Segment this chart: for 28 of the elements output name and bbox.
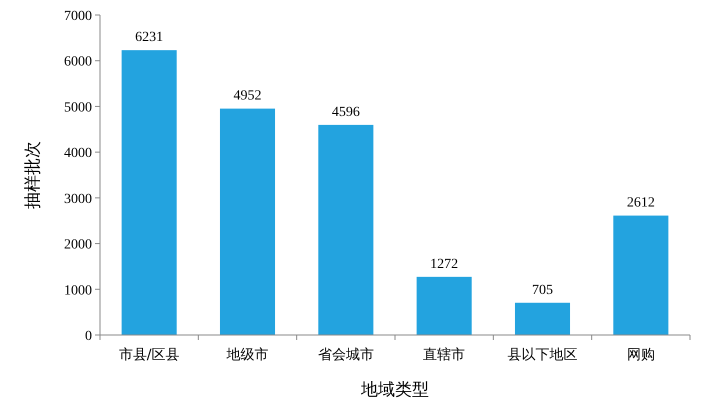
x-tick-label: 省会城市 (318, 347, 374, 363)
data-label: 1272 (430, 256, 458, 272)
bar (613, 216, 668, 335)
x-tick-label: 县以下地区 (508, 347, 578, 363)
data-label: 6231 (135, 30, 164, 46)
x-tick-label: 网购 (626, 347, 655, 363)
y-tick-label: 6000 (64, 54, 92, 70)
bar (514, 302, 570, 335)
y-tick-label: 1000 (64, 283, 92, 298)
y-tick-label: 3000 (64, 192, 92, 207)
x-tick-label: 直辖市 (423, 347, 466, 363)
y-tick-label: 4000 (64, 146, 92, 162)
bar (122, 50, 177, 335)
bar (220, 108, 276, 335)
y-tick-label: 0 (85, 329, 92, 344)
data-label: 705 (532, 282, 553, 298)
y-axis-title: 抽样批次 (23, 141, 43, 209)
y-tick-label: 2000 (64, 238, 92, 253)
data-label: 4596 (332, 104, 360, 120)
data-label: 2612 (626, 196, 655, 211)
y-tick-label: 5000 (64, 100, 92, 116)
bar (318, 124, 374, 335)
bar (416, 276, 472, 335)
x-tick-label: 市县/区县 (118, 347, 180, 363)
y-tick-label: 7000 (64, 9, 92, 24)
x-axis-title: 地域类型 (360, 380, 429, 400)
x-tick-label: 地级市 (226, 347, 268, 363)
data-label: 4952 (234, 88, 262, 104)
